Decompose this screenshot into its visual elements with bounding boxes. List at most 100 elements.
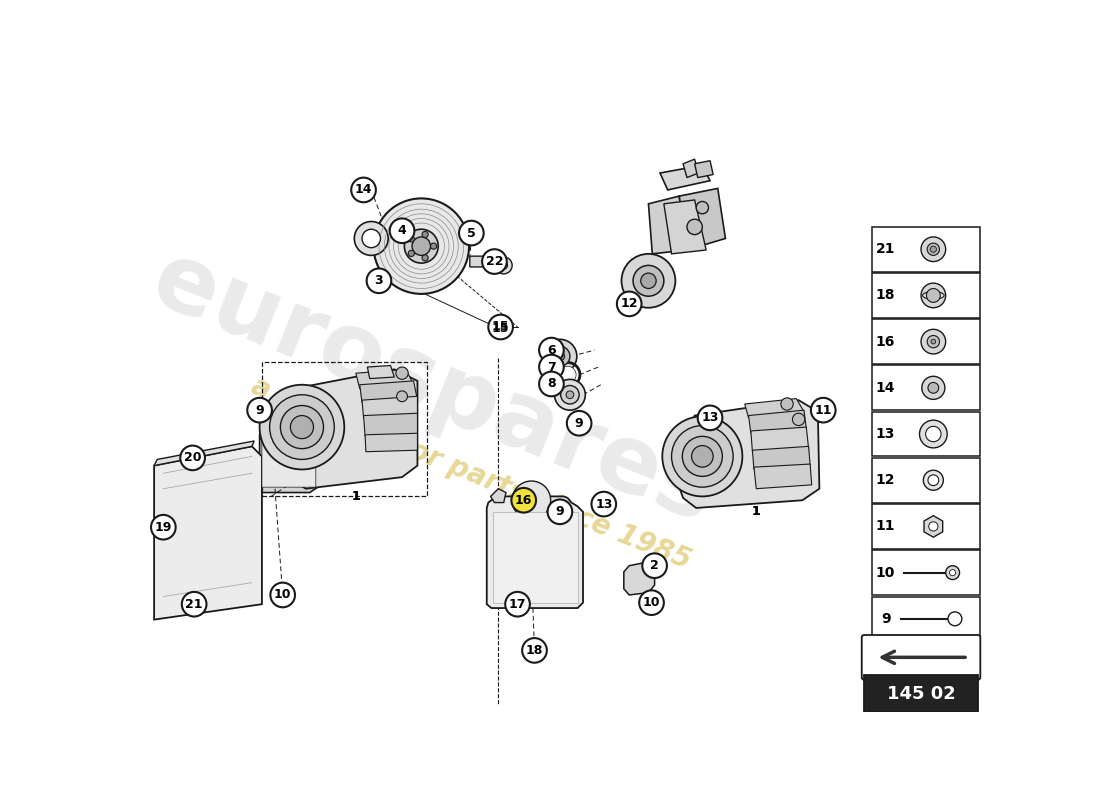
Text: 13: 13 xyxy=(702,411,718,424)
Circle shape xyxy=(405,230,438,263)
Circle shape xyxy=(949,570,956,576)
Circle shape xyxy=(550,346,570,366)
Ellipse shape xyxy=(923,291,944,299)
Text: 11: 11 xyxy=(814,404,832,417)
Polygon shape xyxy=(285,370,418,489)
Polygon shape xyxy=(695,161,713,178)
Bar xyxy=(871,227,979,271)
Circle shape xyxy=(662,416,742,496)
Circle shape xyxy=(354,222,388,255)
Circle shape xyxy=(374,198,469,294)
Circle shape xyxy=(592,492,616,517)
Polygon shape xyxy=(154,446,262,619)
Circle shape xyxy=(522,638,547,662)
Circle shape xyxy=(696,202,708,214)
Circle shape xyxy=(921,237,946,262)
Text: 15: 15 xyxy=(492,322,509,335)
Polygon shape xyxy=(367,366,395,378)
Text: 21: 21 xyxy=(186,598,202,610)
Circle shape xyxy=(366,269,392,293)
Polygon shape xyxy=(752,446,810,470)
FancyBboxPatch shape xyxy=(861,635,980,680)
Bar xyxy=(871,550,979,595)
Circle shape xyxy=(499,262,507,270)
Circle shape xyxy=(408,236,415,242)
Bar xyxy=(871,597,979,641)
Circle shape xyxy=(556,352,564,361)
Text: 9: 9 xyxy=(881,612,890,626)
Text: 16: 16 xyxy=(876,334,895,349)
Text: 10: 10 xyxy=(876,566,895,580)
Text: 15: 15 xyxy=(492,321,509,334)
Circle shape xyxy=(248,398,272,422)
Circle shape xyxy=(946,566,959,579)
Polygon shape xyxy=(363,414,418,436)
Circle shape xyxy=(640,273,656,289)
Polygon shape xyxy=(470,256,492,267)
Circle shape xyxy=(928,522,938,531)
Circle shape xyxy=(488,314,513,339)
Polygon shape xyxy=(649,196,686,254)
Polygon shape xyxy=(624,562,654,595)
Circle shape xyxy=(290,415,314,438)
Circle shape xyxy=(397,391,407,402)
Circle shape xyxy=(495,257,513,274)
Text: 18: 18 xyxy=(526,644,543,657)
Circle shape xyxy=(921,283,946,308)
Circle shape xyxy=(781,398,793,410)
Circle shape xyxy=(926,289,940,302)
Circle shape xyxy=(539,372,564,396)
Text: 1: 1 xyxy=(352,490,360,503)
Circle shape xyxy=(362,230,381,248)
Circle shape xyxy=(927,243,939,255)
Text: 18: 18 xyxy=(876,289,895,302)
Circle shape xyxy=(561,386,580,404)
Circle shape xyxy=(920,420,947,448)
Circle shape xyxy=(548,499,572,524)
Text: 9: 9 xyxy=(255,404,264,417)
Circle shape xyxy=(513,481,551,519)
Circle shape xyxy=(686,219,703,234)
Circle shape xyxy=(927,335,939,348)
Text: 13: 13 xyxy=(595,498,613,510)
Text: 1: 1 xyxy=(752,506,760,518)
Circle shape xyxy=(682,436,723,476)
Text: 22: 22 xyxy=(486,255,503,268)
Circle shape xyxy=(396,367,408,379)
Circle shape xyxy=(422,231,428,238)
Circle shape xyxy=(543,339,576,373)
Text: 7: 7 xyxy=(547,361,556,374)
Polygon shape xyxy=(745,398,804,418)
Bar xyxy=(871,319,979,364)
Text: 2: 2 xyxy=(650,559,659,572)
Circle shape xyxy=(182,592,207,617)
Circle shape xyxy=(617,291,641,316)
Circle shape xyxy=(151,515,176,539)
Circle shape xyxy=(412,237,430,255)
Circle shape xyxy=(554,379,585,410)
Bar xyxy=(871,458,979,502)
Polygon shape xyxy=(362,396,418,418)
Text: 9: 9 xyxy=(575,417,583,430)
Circle shape xyxy=(539,354,564,379)
Text: 4: 4 xyxy=(398,224,406,238)
Circle shape xyxy=(539,338,564,362)
Polygon shape xyxy=(680,400,820,508)
Circle shape xyxy=(921,330,946,354)
Polygon shape xyxy=(486,496,583,608)
Circle shape xyxy=(430,243,437,250)
Bar xyxy=(871,412,979,456)
Text: 14: 14 xyxy=(355,183,372,197)
Circle shape xyxy=(926,426,942,442)
Circle shape xyxy=(928,382,938,394)
Circle shape xyxy=(928,475,938,486)
Circle shape xyxy=(389,218,415,243)
Polygon shape xyxy=(493,512,578,602)
Polygon shape xyxy=(751,427,808,452)
Bar xyxy=(865,675,978,712)
Polygon shape xyxy=(356,370,414,389)
Circle shape xyxy=(422,254,428,261)
Text: 19: 19 xyxy=(155,521,172,534)
Text: 12: 12 xyxy=(620,298,638,310)
Circle shape xyxy=(408,250,415,257)
